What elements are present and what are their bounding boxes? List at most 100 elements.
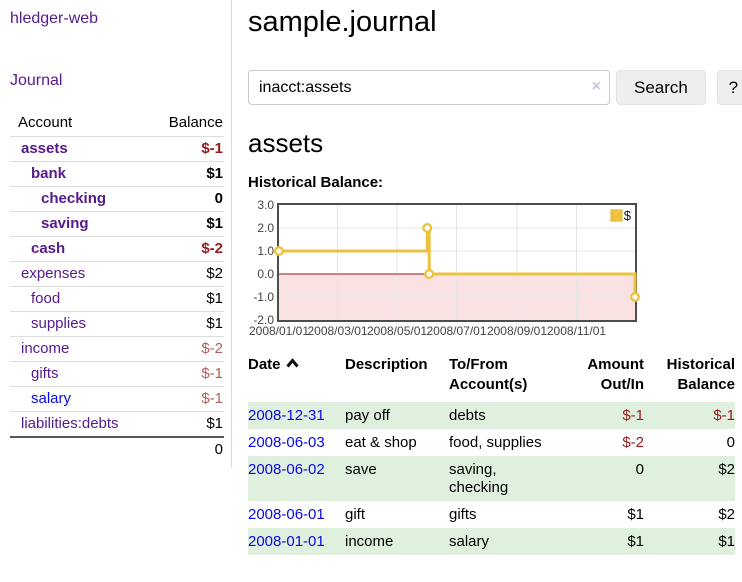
- transaction-balance: $-1: [713, 407, 735, 424]
- chart-y-axis-labels: 3.0 2.0 1.0 0.0 -1.0 -2.0: [248, 198, 274, 327]
- column-header-amount[interactable]: Amount Out/In: [587, 356, 644, 393]
- y-tick-label: 3.0: [257, 198, 274, 212]
- transaction-row: 2008-06-03 eat & shop food, supplies $-2…: [248, 429, 735, 456]
- account-row: liabilities:debts $1: [10, 411, 224, 438]
- x-tick-label: 2008/07/01: [426, 324, 487, 338]
- transaction-accounts: saving, checking: [449, 461, 509, 496]
- y-tick-label: 2.0: [257, 221, 274, 235]
- column-header-accounts[interactable]: To/From Account(s): [449, 356, 528, 393]
- search-bar: × Search ?: [248, 70, 742, 105]
- account-link[interactable]: cash: [31, 240, 66, 257]
- y-tick-label: 1.0: [257, 244, 274, 258]
- account-tree-header: Account Balance: [10, 111, 224, 137]
- transaction-amount: $1: [627, 506, 644, 523]
- account-balance: $1: [206, 215, 223, 232]
- account-link[interactable]: bank: [31, 165, 67, 182]
- account-link[interactable]: supplies: [31, 315, 87, 332]
- transaction-balance: 0: [726, 434, 735, 451]
- legend-swatch-icon: [609, 209, 623, 222]
- page-title: sample.journal: [248, 6, 437, 38]
- account-balance: $-1: [201, 390, 223, 407]
- account-row: cash $-2: [10, 236, 224, 262]
- transaction-accounts: salary: [449, 533, 490, 550]
- account-balance: $-2: [201, 240, 223, 257]
- transaction-accounts: debts: [449, 407, 486, 424]
- transaction-description: save: [345, 461, 377, 478]
- column-header-balance: Balance: [168, 114, 223, 131]
- transaction-description: pay off: [345, 407, 390, 424]
- account-row: food $1: [10, 286, 224, 312]
- account-balance: $1: [206, 290, 223, 307]
- clear-search-icon[interactable]: ×: [591, 78, 601, 95]
- sidebar-item-journal[interactable]: Journal: [10, 72, 63, 89]
- legend-label: $: [623, 208, 631, 223]
- transaction-row: 2008-06-02 save saving, checking 0 $2: [248, 456, 735, 501]
- transaction-date-link[interactable]: 2008-12-31: [248, 407, 325, 424]
- account-row: bank $1: [10, 161, 224, 187]
- account-row: saving $1: [10, 211, 224, 237]
- chart-plot[interactable]: $: [274, 203, 641, 322]
- account-total-value: 0: [214, 441, 223, 458]
- account-heading: assets: [248, 128, 324, 158]
- account-link[interactable]: gifts: [31, 365, 59, 382]
- transaction-date-link[interactable]: 2008-06-03: [248, 434, 325, 451]
- main-content: sample.journal × Search ? assets Histori…: [232, 0, 742, 555]
- account-link[interactable]: salary: [31, 390, 72, 407]
- help-button[interactable]: ?: [716, 70, 742, 105]
- transaction-balance: $2: [718, 506, 735, 523]
- chart-title: Historical Balance:: [248, 174, 384, 191]
- transaction-row: 2008-12-31 pay off debts $-1 $-1: [248, 402, 735, 429]
- account-balance: 0: [214, 190, 223, 207]
- transaction-balance: $1: [718, 533, 735, 550]
- search-button[interactable]: Search: [616, 70, 706, 105]
- brand-link[interactable]: hledger-web: [10, 10, 99, 27]
- transaction-amount: 0: [635, 461, 644, 478]
- y-tick-label: -2.0: [253, 313, 274, 327]
- transaction-amount: $-1: [622, 407, 644, 424]
- account-row: supplies $1: [10, 311, 224, 337]
- column-header-date[interactable]: Date: [248, 355, 345, 402]
- account-link[interactable]: expenses: [21, 265, 86, 282]
- chart-x-axis-labels: 2008/01/01 2008/03/01 2008/05/01 2008/07/01…: [249, 324, 637, 340]
- column-header-balance[interactable]: Historical Balance: [666, 356, 735, 393]
- register-table: Date Description To/From Account(s) Amou…: [248, 355, 735, 555]
- transaction-amount: $1: [627, 533, 644, 550]
- transaction-row: 2008-01-01 income salary $1 $1: [248, 528, 735, 555]
- search-input[interactable]: [248, 70, 610, 105]
- account-row: expenses $2: [10, 261, 224, 287]
- account-link[interactable]: assets: [21, 140, 68, 157]
- account-row: income $-2: [10, 336, 224, 362]
- account-row: gifts $-1: [10, 361, 224, 387]
- y-tick-label: -1.0: [253, 290, 274, 304]
- account-row: checking 0: [10, 186, 224, 212]
- x-tick-label: 2008/11/01: [546, 324, 607, 338]
- transaction-amount: $-2: [622, 434, 644, 451]
- account-balance: $-2: [201, 340, 223, 357]
- chart-canvas: [274, 205, 641, 320]
- account-total-row: 0: [10, 437, 224, 462]
- column-header-description[interactable]: Description: [345, 356, 428, 373]
- x-tick-label: 2008/05/01: [366, 324, 428, 338]
- account-link[interactable]: liabilities:debts: [21, 415, 119, 432]
- sort-ascending-icon: [285, 358, 299, 368]
- register-header-row: Date Description To/From Account(s) Amou…: [248, 355, 735, 402]
- transaction-date-link[interactable]: 2008-06-02: [248, 461, 325, 478]
- transaction-date-link[interactable]: 2008-06-01: [248, 506, 325, 523]
- y-tick-label: 0.0: [257, 267, 274, 281]
- account-row: assets $-1: [10, 136, 224, 162]
- account-link[interactable]: food: [31, 290, 61, 307]
- transaction-date-link[interactable]: 2008-01-01: [248, 533, 325, 550]
- account-link[interactable]: income: [21, 340, 70, 357]
- account-balance: $-1: [201, 365, 223, 382]
- transaction-accounts: gifts: [449, 506, 477, 523]
- transaction-row: 2008-06-01 gift gifts $1 $2: [248, 501, 735, 528]
- chart-legend: $: [609, 208, 631, 223]
- account-link[interactable]: checking: [41, 190, 107, 207]
- transaction-description: income: [345, 533, 394, 550]
- account-balance: $-1: [201, 140, 223, 157]
- x-tick-label: 2008/01/01: [248, 324, 310, 338]
- historical-balance-chart: 3.0 2.0 1.0 0.0 -1.0 -2.0 $ 2008/01/01 2008/03…: [248, 198, 648, 344]
- x-tick-label: 2008/03/01: [307, 324, 368, 338]
- account-link[interactable]: saving: [41, 215, 89, 232]
- transaction-description: eat & shop: [345, 434, 417, 451]
